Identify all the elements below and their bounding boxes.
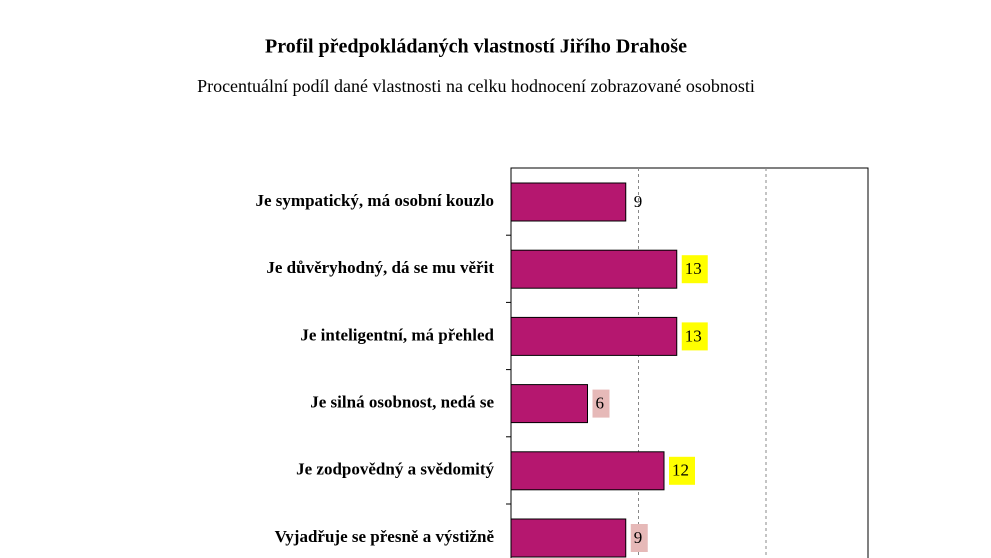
value-label: 13 — [685, 326, 702, 345]
value-label: 12 — [672, 461, 689, 480]
value-label: 9 — [634, 192, 643, 211]
category-label: Je silná osobnost, nedá se — [310, 393, 494, 412]
category-label: Je sympatický, má osobní kouzlo — [256, 191, 495, 210]
chart-subtitle: Procentuální podíl dané vlastnosti na ce… — [197, 76, 755, 96]
value-label-bg — [681, 322, 708, 351]
bar — [510, 384, 588, 424]
category-label: Vyjadřuje se přesně a výstižně — [275, 527, 495, 546]
category-label: Je inteligentní, má přehled — [300, 325, 494, 344]
value-label-bg — [669, 456, 695, 485]
bar — [510, 249, 678, 289]
bar — [510, 316, 678, 356]
value-label: 6 — [596, 394, 605, 413]
chart-title: Profil předpokládaných vlastností Jiřího… — [265, 36, 687, 58]
category-label: Je zodpovědný a svědomitý — [296, 460, 494, 479]
plot-frame — [510, 167, 869, 558]
value-label: 13 — [685, 259, 702, 278]
value-label-bg — [630, 524, 648, 552]
bar — [510, 518, 627, 558]
bar — [510, 451, 665, 491]
value-label-bg — [681, 255, 708, 284]
value-label: 9 — [634, 528, 643, 547]
category-label: Je důvěryhodný, dá se mu věřit — [266, 258, 494, 277]
bar — [510, 182, 627, 222]
value-label-bg — [592, 389, 610, 418]
